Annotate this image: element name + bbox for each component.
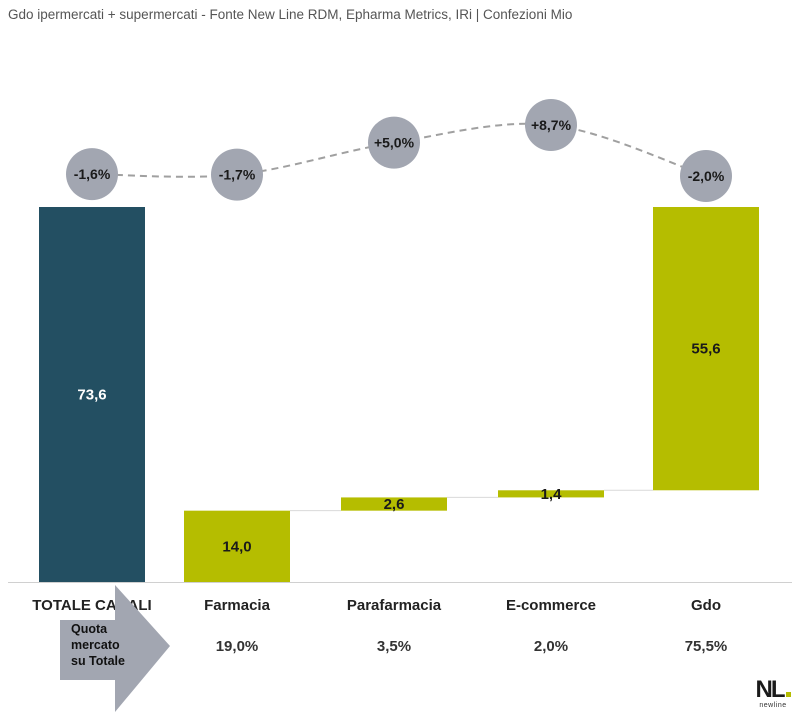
bar-gdo — [653, 207, 759, 491]
growth-bubble — [211, 148, 263, 201]
growth-label: -2,0% — [688, 168, 725, 184]
share-caption-line: Quota — [71, 622, 108, 636]
share-label: 2,0% — [534, 638, 568, 655]
logo-wordmark: newline — [759, 702, 787, 709]
bar-totale-canali — [39, 207, 145, 582]
growth-label: +5,0% — [374, 135, 415, 151]
value-label: 14,0 — [222, 538, 251, 555]
growth-bubbles: -1,6% -1,7% +5,0% +8,7% -2,0% — [66, 99, 732, 202]
growth-bubble — [680, 150, 732, 202]
value-labels: 73,6 14,0 2,6 1,4 55,6 — [77, 341, 720, 556]
growth-bubble — [66, 148, 118, 201]
growth-label: -1,7% — [219, 167, 256, 183]
bar-e-commerce — [498, 490, 604, 498]
category-label: Gdo — [691, 597, 721, 614]
growth-bubble — [368, 116, 420, 169]
share-label: 75,5% — [685, 638, 728, 655]
value-label: 1,4 — [541, 486, 563, 503]
share-caption-line: mercato — [71, 638, 120, 652]
share-labels: 19,0% 3,5% 2,0% 75,5% — [216, 638, 728, 655]
bar-parafarmacia — [341, 497, 447, 511]
chart-subtitle: Gdo ipermercati + supermercati - Fonte N… — [8, 7, 573, 22]
share-caption-line: su Totale — [71, 654, 125, 668]
newline-logo: NL newline — [755, 678, 791, 710]
category-label: E-commerce — [506, 597, 596, 614]
growth-bubble — [525, 99, 577, 151]
value-label: 73,6 — [77, 387, 106, 404]
share-label: 3,5% — [377, 638, 411, 655]
bar-farmacia — [184, 510, 290, 582]
bars — [39, 207, 759, 582]
share-arrow: Quota mercato su Totale — [60, 585, 170, 712]
value-label: 55,6 — [691, 341, 720, 358]
growth-label: +8,7% — [531, 117, 572, 133]
value-label: 2,6 — [384, 496, 405, 513]
category-label: Farmacia — [204, 597, 271, 614]
category-label: Parafarmacia — [347, 597, 442, 614]
share-arrow-shape — [60, 585, 170, 712]
growth-label: -1,6% — [74, 166, 111, 182]
logo-mark: NL — [755, 678, 791, 702]
connector-lines — [290, 489, 653, 512]
share-label: 19,0% — [216, 638, 259, 655]
